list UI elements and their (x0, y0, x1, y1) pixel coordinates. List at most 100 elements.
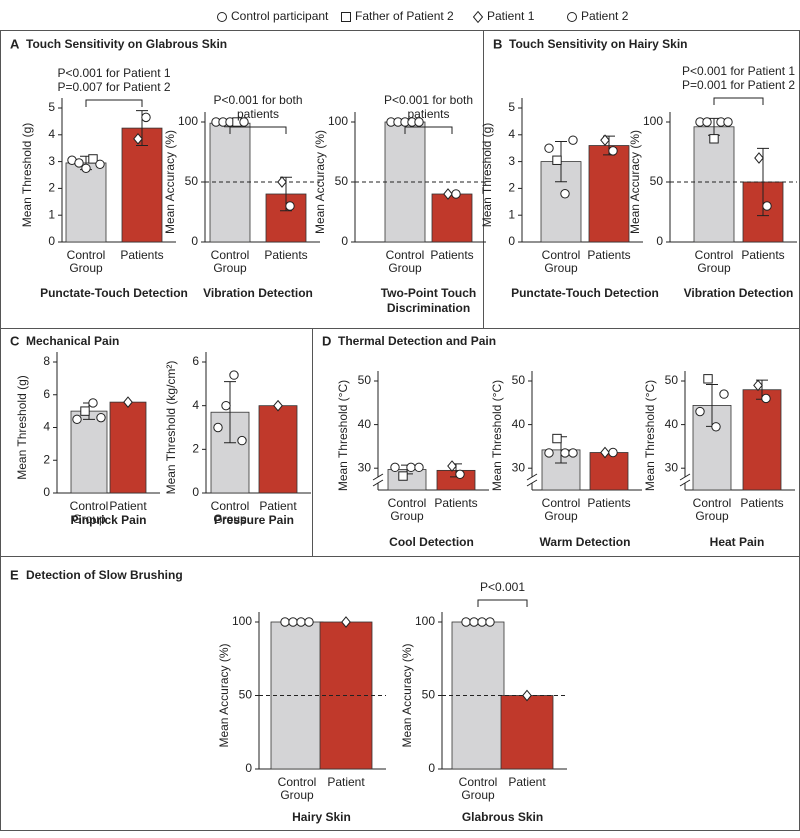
y-tick-label: 0 (191, 234, 198, 248)
chart-caption: Glabrous Skin (462, 810, 543, 824)
annotation: P<0.001 (480, 580, 525, 594)
bar (65, 162, 107, 243)
marker-circle (711, 422, 721, 432)
bar (265, 193, 307, 243)
x-tick-label: Patients (430, 248, 473, 262)
axis-break (372, 479, 384, 487)
y-axis-label: Mean Threshold (kg/cm²) (164, 361, 178, 495)
marker-circle (414, 462, 424, 473)
x-tick-label: Control (542, 496, 581, 510)
axis-break (679, 479, 691, 487)
y-tick-label: 50 (185, 174, 199, 188)
marker-diamond (277, 176, 287, 188)
panel-title: Touch Sensitivity on Glabrous Skin (26, 37, 227, 51)
y-axis-label: Mean Threshold (g) (20, 123, 34, 228)
bar (500, 695, 554, 770)
marker-diamond (754, 152, 764, 164)
bar (70, 410, 108, 494)
y-tick-label: 30 (358, 460, 372, 474)
annotation: P<0.001 for both (384, 93, 473, 107)
marker-circle (560, 189, 570, 199)
panel-label: D (322, 333, 331, 348)
y-tick-label: 30 (512, 460, 526, 474)
marker-circle (762, 201, 772, 211)
y-tick-label: 4 (48, 127, 55, 141)
marker-circle (568, 135, 578, 145)
x-tick-label: Group (69, 261, 103, 275)
marker-diamond (600, 134, 610, 146)
marker-circle (229, 370, 239, 380)
x-tick-label: Control (278, 775, 317, 789)
x-tick-label: Control (542, 248, 581, 262)
marker-diamond (447, 460, 457, 472)
y-tick-label: 0 (656, 234, 663, 248)
y-tick-label: 3 (508, 154, 515, 168)
bracket (85, 99, 143, 107)
annotation: P=0.001 for Patient 2 (682, 78, 795, 92)
bar (693, 126, 735, 243)
bar (431, 193, 473, 243)
marker-circle (81, 163, 91, 174)
x-tick-label: Group (390, 509, 424, 523)
chart-caption: Punctate-Touch Detection (40, 286, 188, 300)
bar (589, 452, 629, 491)
error-bar (224, 381, 236, 444)
x-tick-label: Group (697, 261, 731, 275)
x-tick-label: Group (213, 512, 247, 526)
y-axis-label: Mean Accuracy (%) (217, 643, 231, 747)
y-tick-label: 5 (48, 100, 55, 114)
chart-caption: Two-Point Touch (381, 286, 477, 300)
marker-circle (702, 117, 712, 127)
y-tick-label: 6 (43, 387, 50, 401)
x-tick-label: Patients (120, 248, 163, 262)
bar (588, 145, 630, 243)
y-tick-label: 2 (48, 181, 55, 195)
axis-break (526, 479, 538, 487)
marker-circle (560, 448, 570, 458)
marker-circle (285, 201, 295, 211)
x-tick-label: Patient (327, 775, 365, 789)
y-tick-label: 40 (665, 417, 679, 431)
x-tick-label: Patients (264, 248, 307, 262)
y-tick-label: 4 (43, 420, 50, 434)
legend-label: Father of Patient 2 (355, 9, 454, 23)
marker-circle (608, 146, 618, 156)
marker-circle (455, 469, 465, 480)
chart-caption: Heat Pain (710, 535, 765, 549)
axis-break (372, 473, 384, 481)
y-tick-label: 40 (358, 417, 372, 431)
x-tick-label: Patient (109, 499, 147, 513)
y-tick-label: 0 (43, 485, 50, 499)
y-tick-label: 50 (422, 688, 436, 702)
annotation: P<0.001 for Patient 1 (682, 64, 795, 78)
chart-caption: Vibration Detection (684, 286, 794, 300)
y-tick-label: 0 (508, 234, 515, 248)
y-axis-label: Mean Accuracy (%) (400, 643, 414, 747)
x-tick-label: Control (693, 496, 732, 510)
marker-circle (723, 117, 733, 127)
y-tick-label: 0 (192, 485, 199, 499)
chart-caption: Cool Detection (389, 535, 474, 549)
y-axis-label: Mean Accuracy (%) (313, 130, 327, 234)
y-tick-label: 100 (178, 114, 198, 128)
axis-break-gap (527, 477, 537, 483)
axis-break (679, 473, 691, 481)
bar (258, 405, 298, 494)
marker-circle (567, 12, 577, 22)
marker-diamond (273, 399, 283, 412)
annotation: patients (237, 107, 279, 121)
marker-square (80, 406, 90, 416)
marker-circle (72, 414, 82, 425)
marker-square (88, 154, 98, 164)
marker-circle (761, 393, 771, 404)
y-tick-label: 30 (665, 460, 679, 474)
panel-title: Detection of Slow Brushing (26, 568, 183, 582)
marker-square (709, 134, 719, 144)
x-tick-label: Control (388, 496, 427, 510)
x-tick-label: Control (70, 499, 109, 513)
marker-circle (544, 143, 554, 153)
panel-label: A (10, 36, 20, 51)
marker-circle (719, 389, 729, 399)
x-tick-label: Group (280, 788, 314, 802)
marker-circle (96, 412, 106, 423)
